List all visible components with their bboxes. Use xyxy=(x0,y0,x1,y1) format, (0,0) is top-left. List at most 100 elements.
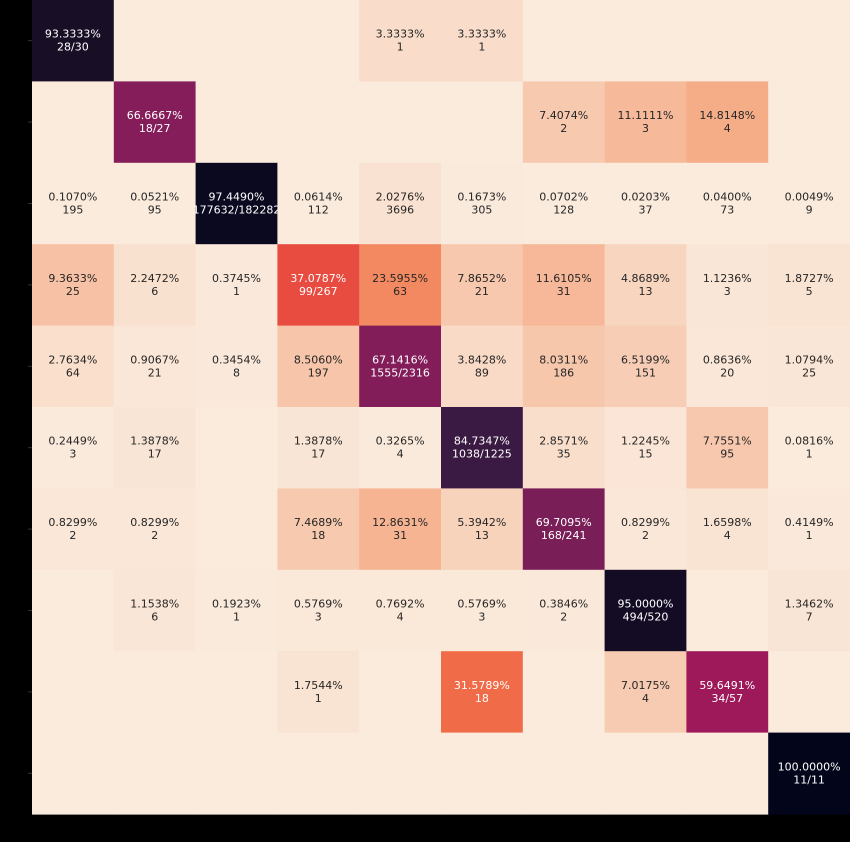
cell-percent-label: 2.8571% xyxy=(539,435,588,448)
cell-count-label: 63 xyxy=(393,285,407,298)
heatmap-cell xyxy=(359,651,442,734)
cell-count-label: 1 xyxy=(806,448,813,461)
cell-count-label: 2 xyxy=(560,611,567,624)
cell-percent-label: 69.7095% xyxy=(536,516,592,529)
cell-percent-label: 3.8428% xyxy=(457,353,506,366)
heatmap-cell xyxy=(359,0,442,82)
cell-percent-label: 0.8299% xyxy=(621,516,670,529)
cell-count-label: 2 xyxy=(69,529,76,542)
cell-count-label: 2 xyxy=(560,122,567,135)
cell-percent-label: 0.4149% xyxy=(785,516,834,529)
cell-count-label: 6 xyxy=(151,285,158,298)
heatmap-cell xyxy=(604,569,687,652)
cell-percent-label: 1.3462% xyxy=(785,598,834,611)
heatmap-cell xyxy=(522,81,606,164)
cell-percent-label: 7.8652% xyxy=(457,272,506,285)
cell-percent-label: 31.5789% xyxy=(454,679,510,692)
cell-count-label: 89 xyxy=(475,366,489,379)
cell-count-label: 3696 xyxy=(386,204,414,217)
heatmap-cell xyxy=(604,244,687,327)
cell-percent-label: 59.6491% xyxy=(699,679,755,692)
heatmap-cell xyxy=(604,488,687,571)
heatmap-cell xyxy=(441,325,524,408)
heatmap-cell xyxy=(359,244,442,327)
cell-count-label: 99/267 xyxy=(299,285,338,298)
heatmap-cell xyxy=(195,81,278,164)
cell-percent-label: 1.0794% xyxy=(785,353,834,366)
cell-count-label: 3 xyxy=(642,122,649,135)
heatmap-cell xyxy=(604,651,687,734)
heatmap-cell xyxy=(522,651,606,734)
cell-count-label: 1038/1225 xyxy=(452,448,512,461)
cell-count-label: 168/241 xyxy=(541,529,587,542)
heatmap-cell xyxy=(277,407,360,489)
heatmap-cell xyxy=(32,651,115,734)
cell-percent-label: 0.0521% xyxy=(130,191,179,204)
cell-count-label: 95 xyxy=(720,448,734,461)
cell-count-label: 11/11 xyxy=(793,773,825,786)
heatmap-cell xyxy=(768,244,850,327)
heatmap-cell xyxy=(522,0,606,82)
heatmap-cell xyxy=(113,81,197,164)
heatmap-cell xyxy=(195,651,278,734)
heatmap-cell xyxy=(32,407,115,489)
heatmap-cell xyxy=(604,0,687,82)
cell-count-label: 186 xyxy=(553,366,574,379)
heatmap-cell xyxy=(768,732,850,815)
heatmap-cell xyxy=(686,488,769,571)
heatmap-cell xyxy=(359,162,442,245)
cell-count-label: 305 xyxy=(471,204,492,217)
cell-percent-label: 8.5060% xyxy=(294,353,343,366)
cell-percent-label: 0.0400% xyxy=(703,191,752,204)
cell-percent-label: 14.8148% xyxy=(699,109,755,122)
cell-percent-label: 97.4490% xyxy=(209,191,265,204)
cell-count-label: 17 xyxy=(311,448,325,461)
heatmap-cell xyxy=(32,569,115,652)
heatmap-cell xyxy=(277,81,360,164)
cell-percent-label: 0.2449% xyxy=(48,435,97,448)
heatmap-cell xyxy=(686,162,769,245)
cell-percent-label: 5.3942% xyxy=(457,516,506,529)
heatmap-cell xyxy=(113,0,197,82)
cell-percent-label: 0.8299% xyxy=(48,516,97,529)
cell-count-label: 1 xyxy=(478,41,485,54)
heatmap-cell xyxy=(768,0,850,82)
cell-percent-label: 0.1673% xyxy=(457,191,506,204)
cell-percent-label: 1.8727% xyxy=(785,272,834,285)
cell-count-label: 197 xyxy=(308,366,329,379)
cell-count-label: 3 xyxy=(478,611,485,624)
heatmap-cell xyxy=(604,162,687,245)
cell-count-label: 13 xyxy=(639,285,653,298)
cell-percent-label: 0.0614% xyxy=(294,191,343,204)
heatmap-cell xyxy=(32,244,115,327)
cell-count-label: 3 xyxy=(724,285,731,298)
cell-percent-label: 1.1538% xyxy=(130,598,179,611)
cell-count-label: 31 xyxy=(393,529,407,542)
heatmap-cell xyxy=(32,0,115,82)
heatmap-cell xyxy=(441,732,524,815)
heatmap-cell xyxy=(113,488,197,571)
cell-count-label: 5 xyxy=(806,285,813,298)
cell-count-label: 1 xyxy=(233,611,240,624)
cell-count-label: 18 xyxy=(311,529,325,542)
cell-count-label: 9 xyxy=(806,204,813,217)
cell-percent-label: 2.2472% xyxy=(130,272,179,285)
heatmap-cell xyxy=(359,488,442,571)
heatmap-cell xyxy=(195,162,278,245)
heatmap-cell xyxy=(522,244,606,327)
heatmap-cell xyxy=(604,81,687,164)
cell-count-label: 8 xyxy=(233,366,240,379)
heatmap-cell xyxy=(604,732,687,815)
cell-percent-label: 9.3633% xyxy=(48,272,97,285)
heatmap-cell xyxy=(522,488,606,571)
heatmap-cell xyxy=(359,732,442,815)
cell-count-label: 64 xyxy=(66,366,80,379)
cell-percent-label: 0.0203% xyxy=(621,191,670,204)
heatmap-cell xyxy=(686,325,769,408)
cell-count-label: 73 xyxy=(720,204,734,217)
heatmap-cell xyxy=(359,569,442,652)
cell-percent-label: 23.5955% xyxy=(372,272,428,285)
cell-percent-label: 0.8636% xyxy=(703,353,752,366)
cell-percent-label: 67.1416% xyxy=(372,353,428,366)
cell-percent-label: 7.0175% xyxy=(621,679,670,692)
